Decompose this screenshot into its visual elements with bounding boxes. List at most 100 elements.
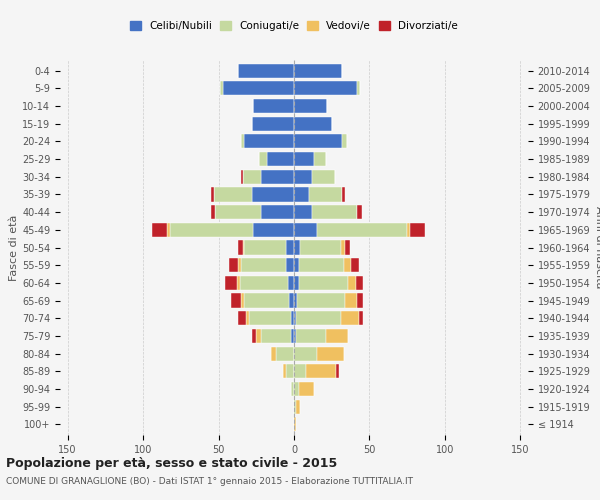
Bar xyxy=(214,188,252,202)
Bar xyxy=(220,81,223,96)
Bar xyxy=(294,418,296,432)
Bar xyxy=(294,81,358,96)
Bar xyxy=(294,382,299,396)
Bar xyxy=(359,311,364,326)
Bar xyxy=(343,134,347,148)
Bar xyxy=(294,276,299,290)
Bar xyxy=(289,294,294,308)
Bar xyxy=(336,364,339,378)
Bar xyxy=(267,152,294,166)
Bar xyxy=(283,364,286,378)
Bar xyxy=(294,240,300,254)
Bar xyxy=(256,329,261,343)
Bar xyxy=(299,276,349,290)
Bar xyxy=(252,329,256,343)
Bar xyxy=(294,152,314,166)
Bar xyxy=(223,81,294,96)
Bar xyxy=(167,222,170,237)
Bar xyxy=(211,205,215,219)
Bar xyxy=(341,240,346,254)
Bar xyxy=(242,170,261,184)
Text: COMUNE DI GRANAGLIONE (BO) - Dati ISTAT 1° gennaio 2015 - Elaborazione TUTTITALI: COMUNE DI GRANAGLIONE (BO) - Dati ISTAT … xyxy=(6,478,413,486)
Bar xyxy=(299,258,344,272)
Bar xyxy=(294,99,327,113)
Bar xyxy=(170,222,253,237)
Bar xyxy=(286,258,294,272)
Bar xyxy=(294,258,299,272)
Bar xyxy=(294,364,306,378)
Y-axis label: Anni di nascita: Anni di nascita xyxy=(595,206,600,289)
Bar xyxy=(259,152,267,166)
Bar xyxy=(286,240,294,254)
Bar xyxy=(291,382,294,396)
Bar xyxy=(238,64,294,78)
Bar xyxy=(294,311,296,326)
Bar xyxy=(294,400,296,414)
Bar xyxy=(215,205,261,219)
Bar xyxy=(276,346,294,360)
Bar xyxy=(241,294,244,308)
Y-axis label: Fasce di età: Fasce di età xyxy=(9,214,19,280)
Bar xyxy=(312,205,358,219)
Bar xyxy=(294,188,309,202)
Bar xyxy=(230,294,241,308)
Bar xyxy=(294,329,296,343)
Bar xyxy=(358,294,364,308)
Bar xyxy=(238,240,242,254)
Bar xyxy=(296,329,326,343)
Bar xyxy=(241,170,242,184)
Bar xyxy=(349,276,356,290)
Bar xyxy=(286,364,294,378)
Bar xyxy=(249,311,291,326)
Bar xyxy=(261,170,294,184)
Bar xyxy=(300,240,341,254)
Bar xyxy=(309,188,343,202)
Bar xyxy=(358,81,361,96)
Bar xyxy=(244,240,286,254)
Bar xyxy=(294,134,343,148)
Bar xyxy=(294,170,312,184)
Bar xyxy=(241,258,286,272)
Bar xyxy=(253,99,294,113)
Bar xyxy=(294,64,343,78)
Bar xyxy=(252,116,294,131)
Bar xyxy=(294,116,332,131)
Bar xyxy=(238,258,241,272)
Bar xyxy=(294,294,297,308)
Bar xyxy=(358,205,362,219)
Bar xyxy=(236,276,239,290)
Bar xyxy=(407,222,410,237)
Bar xyxy=(261,329,291,343)
Text: Popolazione per età, sesso e stato civile - 2015: Popolazione per età, sesso e stato civil… xyxy=(6,458,337,470)
Bar xyxy=(312,170,335,184)
Bar xyxy=(410,222,425,237)
Bar xyxy=(291,329,294,343)
Bar xyxy=(238,311,245,326)
Bar xyxy=(296,311,341,326)
Bar xyxy=(294,222,317,237)
Bar xyxy=(306,364,336,378)
Bar xyxy=(271,346,276,360)
Bar xyxy=(326,329,349,343)
Bar xyxy=(352,258,359,272)
Bar xyxy=(291,311,294,326)
Bar xyxy=(242,240,244,254)
Bar xyxy=(152,222,167,237)
Bar xyxy=(344,258,352,272)
Bar xyxy=(294,205,312,219)
Bar xyxy=(211,188,214,202)
Bar xyxy=(294,346,317,360)
Bar xyxy=(245,311,249,326)
Bar xyxy=(288,276,294,290)
Bar xyxy=(346,294,358,308)
Bar xyxy=(261,205,294,219)
Bar xyxy=(346,240,350,254)
Bar xyxy=(299,382,314,396)
Bar xyxy=(296,400,300,414)
Bar xyxy=(297,294,346,308)
Bar xyxy=(244,134,294,148)
Bar xyxy=(229,258,238,272)
Bar xyxy=(343,188,346,202)
Bar xyxy=(314,152,326,166)
Bar xyxy=(224,276,236,290)
